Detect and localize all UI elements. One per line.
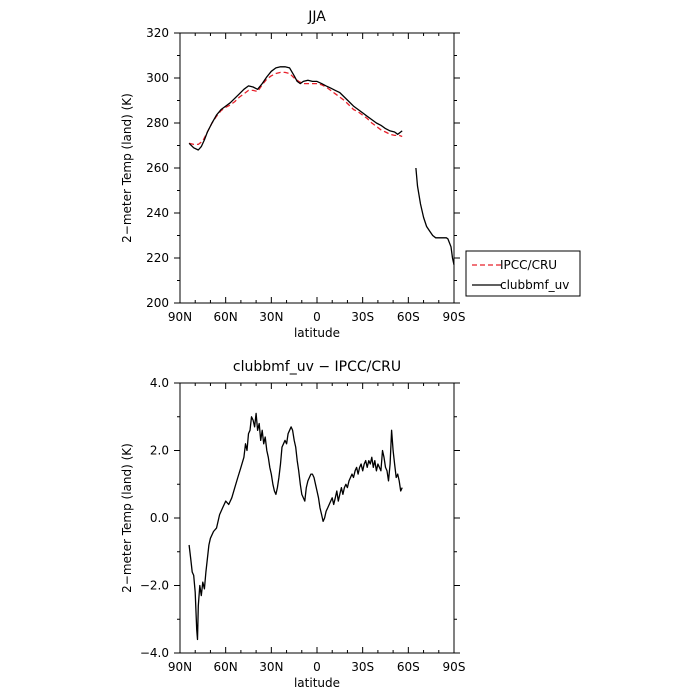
x-tick-label: 90S	[443, 310, 466, 324]
y-tick-label: 220	[146, 251, 169, 265]
chart-title: JJA	[307, 9, 326, 25]
x-axis-label: latitude	[294, 676, 340, 690]
x-tick-label: 90S	[443, 660, 466, 674]
y-tick-label: 260	[146, 161, 169, 175]
x-tick-label: 60N	[214, 660, 238, 674]
y-tick-label: −2.0	[140, 579, 169, 593]
series-line	[188, 66, 403, 151]
plot-frame	[179, 382, 455, 654]
panel-top: JJA 90N 60N 30N 0 30S 60S 90S 200 220 240 260 280 300…	[120, 9, 581, 340]
y-tick-label: 4.0	[150, 376, 169, 390]
y-axis-label: 2−meter Temp (land) (K)	[120, 93, 134, 243]
legend-entry: IPCC/CRU	[500, 258, 557, 272]
x-tick-label: 90N	[168, 660, 192, 674]
plot-frame	[179, 32, 455, 304]
series-ipcc-cru	[188, 71, 403, 146]
series-clubbmf-uv	[188, 66, 455, 265]
x-tick-label: 60S	[397, 660, 420, 674]
series-line	[188, 412, 403, 641]
legend: IPCC/CRU clubbmf_uv	[465, 250, 581, 297]
panel-bottom: clubbmf_uv − IPCC/CRU 90N 60N 30N 0 30S 60S 90S…	[120, 359, 465, 690]
y-tick-label: 2.0	[150, 444, 169, 458]
x-tick-label: 0	[313, 310, 321, 324]
x-tick-label: 60S	[397, 310, 420, 324]
x-tick-label: 60N	[214, 310, 238, 324]
series-0	[188, 412, 403, 641]
y-axis-label: 2−meter Temp (land) (K)	[120, 443, 134, 593]
x-tick-label: 0	[313, 660, 321, 674]
x-tick-label: 30S	[351, 660, 374, 674]
legend-box	[465, 250, 581, 297]
x-tick-label: 30S	[351, 310, 374, 324]
series-line	[415, 167, 455, 265]
y-tick-label: 0.0	[150, 511, 169, 525]
y-tick-label: 240	[146, 206, 169, 220]
y-tick-label: 280	[146, 116, 169, 130]
x-tick-label: 30N	[259, 660, 283, 674]
legend-entry: clubbmf_uv	[500, 278, 569, 292]
x-axis-label: latitude	[294, 326, 340, 340]
x-tick-label: 90N	[168, 310, 192, 324]
y-tick-label: −4.0	[140, 646, 169, 660]
x-tick-label: 30N	[259, 310, 283, 324]
y-tick-label: 200	[146, 296, 169, 310]
chart-title: clubbmf_uv − IPCC/CRU	[233, 359, 401, 375]
y-tick-label: 320	[146, 26, 169, 40]
series-line	[188, 71, 403, 146]
y-tick-label: 300	[146, 71, 169, 85]
